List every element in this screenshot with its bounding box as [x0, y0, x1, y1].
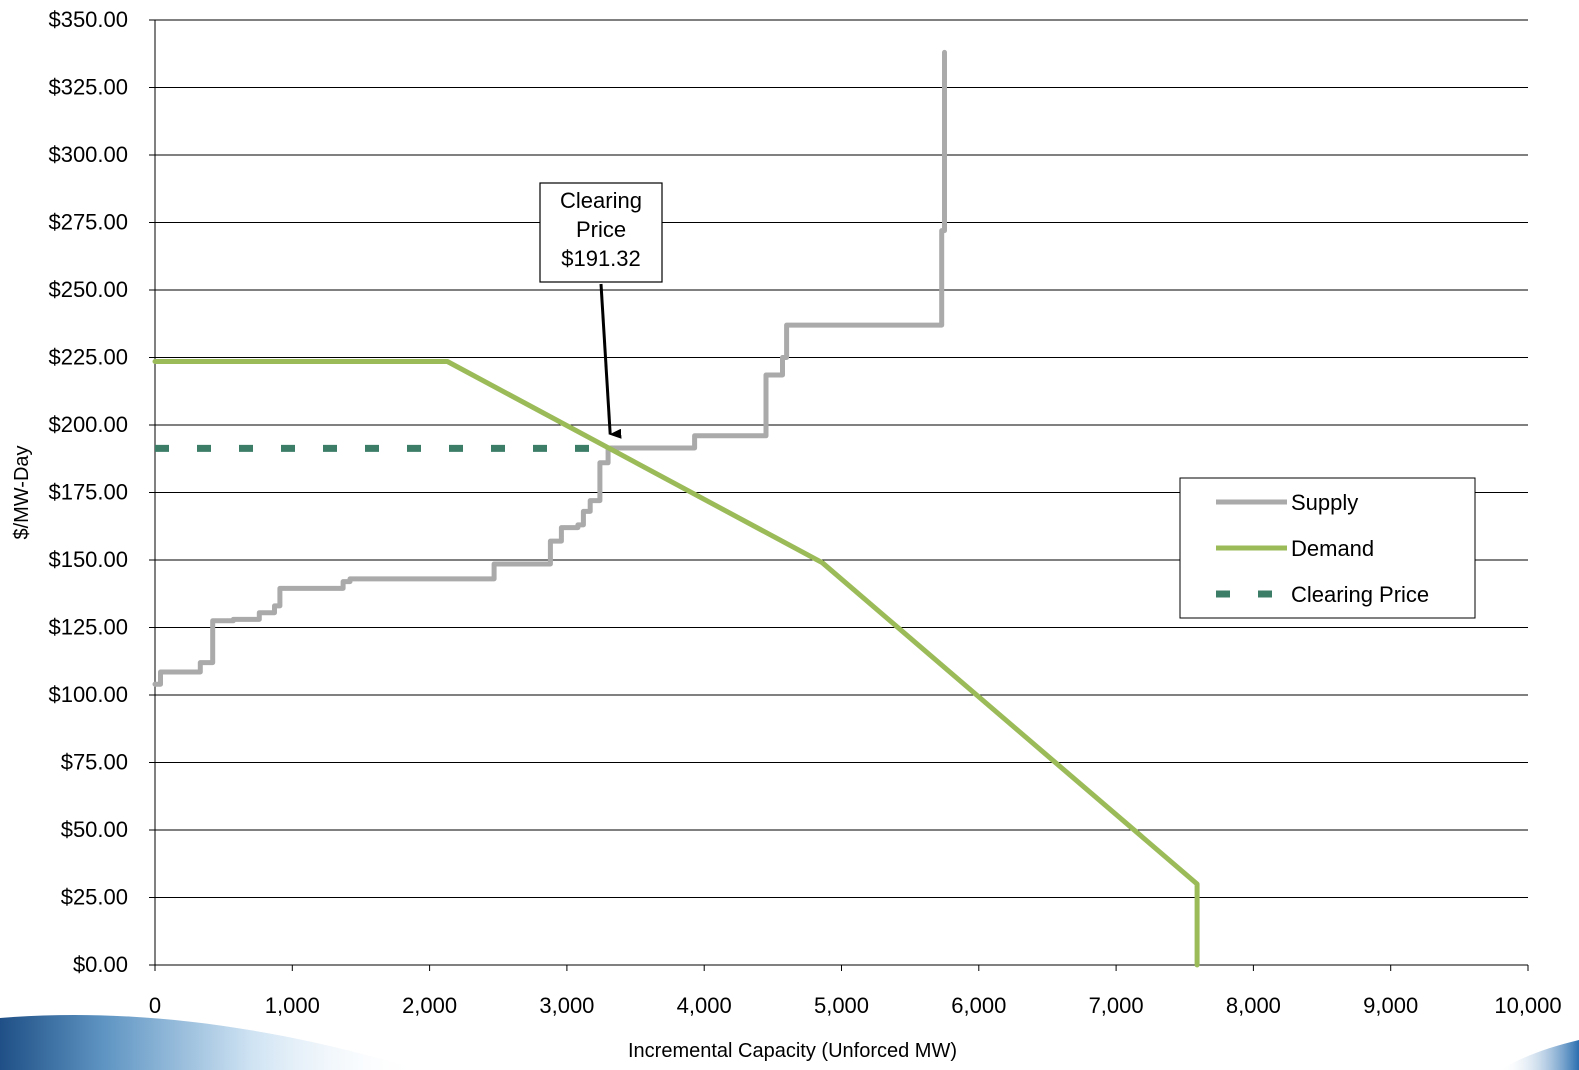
y-tick-label: $75.00: [61, 750, 128, 775]
x-tick-label: 0: [149, 993, 161, 1018]
x-tick-labels: 0 1,000 2,000 3,000 4,000 5,000 6,000 7,000 8,00…: [149, 993, 1562, 1018]
x-tick-label: 5,000: [814, 993, 869, 1018]
clearing-price-callout: Clearing Price $191.32: [539, 182, 663, 439]
y-tick-label: $0.00: [73, 952, 128, 977]
legend-label-clearing-price: Clearing Price: [1291, 582, 1429, 607]
callout-line-2: Price: [576, 217, 626, 242]
callout-line-1: Clearing: [560, 188, 642, 213]
y-tick-label: $150.00: [48, 547, 128, 572]
y-axis-label: $/MW-Day: [11, 445, 33, 539]
y-tick-label: $100.00: [48, 682, 128, 707]
y-tick-label: $175.00: [48, 480, 128, 505]
y-tick-label: $50.00: [61, 817, 128, 842]
series-lines: [152, 49, 1200, 968]
y-tick-label: $325.00: [48, 75, 128, 100]
x-tick-label: 8,000: [1226, 993, 1281, 1018]
y-tick-label: $200.00: [48, 412, 128, 437]
x-tick-label: 2,000: [402, 993, 457, 1018]
x-tick-label: 3,000: [539, 993, 594, 1018]
x-tick-label: 10,000: [1494, 993, 1561, 1018]
decorative-swoosh: [0, 1014, 420, 1070]
x-axis-label: Incremental Capacity (Unforced MW): [628, 1040, 957, 1062]
x-tick-label: 4,000: [677, 993, 732, 1018]
x-tick-label: 1,000: [265, 993, 320, 1018]
axes: [149, 19, 1529, 971]
y-tick-label: $275.00: [48, 210, 128, 235]
y-tick-label: $350.00: [48, 7, 128, 32]
callout-arrow: [599, 283, 622, 439]
y-tick-labels: $0.00 $25.00 $50.00 $75.00 $100.00 $125.00 $15…: [48, 7, 128, 977]
y-tick-label: $300.00: [48, 142, 128, 167]
legend: Supply Demand Clearing Price: [1179, 477, 1476, 619]
series-demand-line: [152, 359, 1200, 968]
x-tick-label: 9,000: [1363, 993, 1418, 1018]
legend-label-supply: Supply: [1291, 490, 1358, 515]
y-tick-label: $25.00: [61, 885, 128, 910]
x-tick-label: 6,000: [951, 993, 1006, 1018]
legend-label-demand: Demand: [1291, 536, 1374, 561]
callout-box: [539, 182, 663, 283]
series-supply-line: [152, 49, 947, 687]
y-tick-label: $125.00: [48, 615, 128, 640]
grid-lines: [155, 19, 1528, 898]
y-tick-label: $250.00: [48, 277, 128, 302]
x-tick-label: 7,000: [1089, 993, 1144, 1018]
y-tick-label: $225.00: [48, 345, 128, 370]
callout-line-3: $191.32: [561, 246, 641, 271]
decorative-swoosh-right: [1500, 1040, 1579, 1070]
